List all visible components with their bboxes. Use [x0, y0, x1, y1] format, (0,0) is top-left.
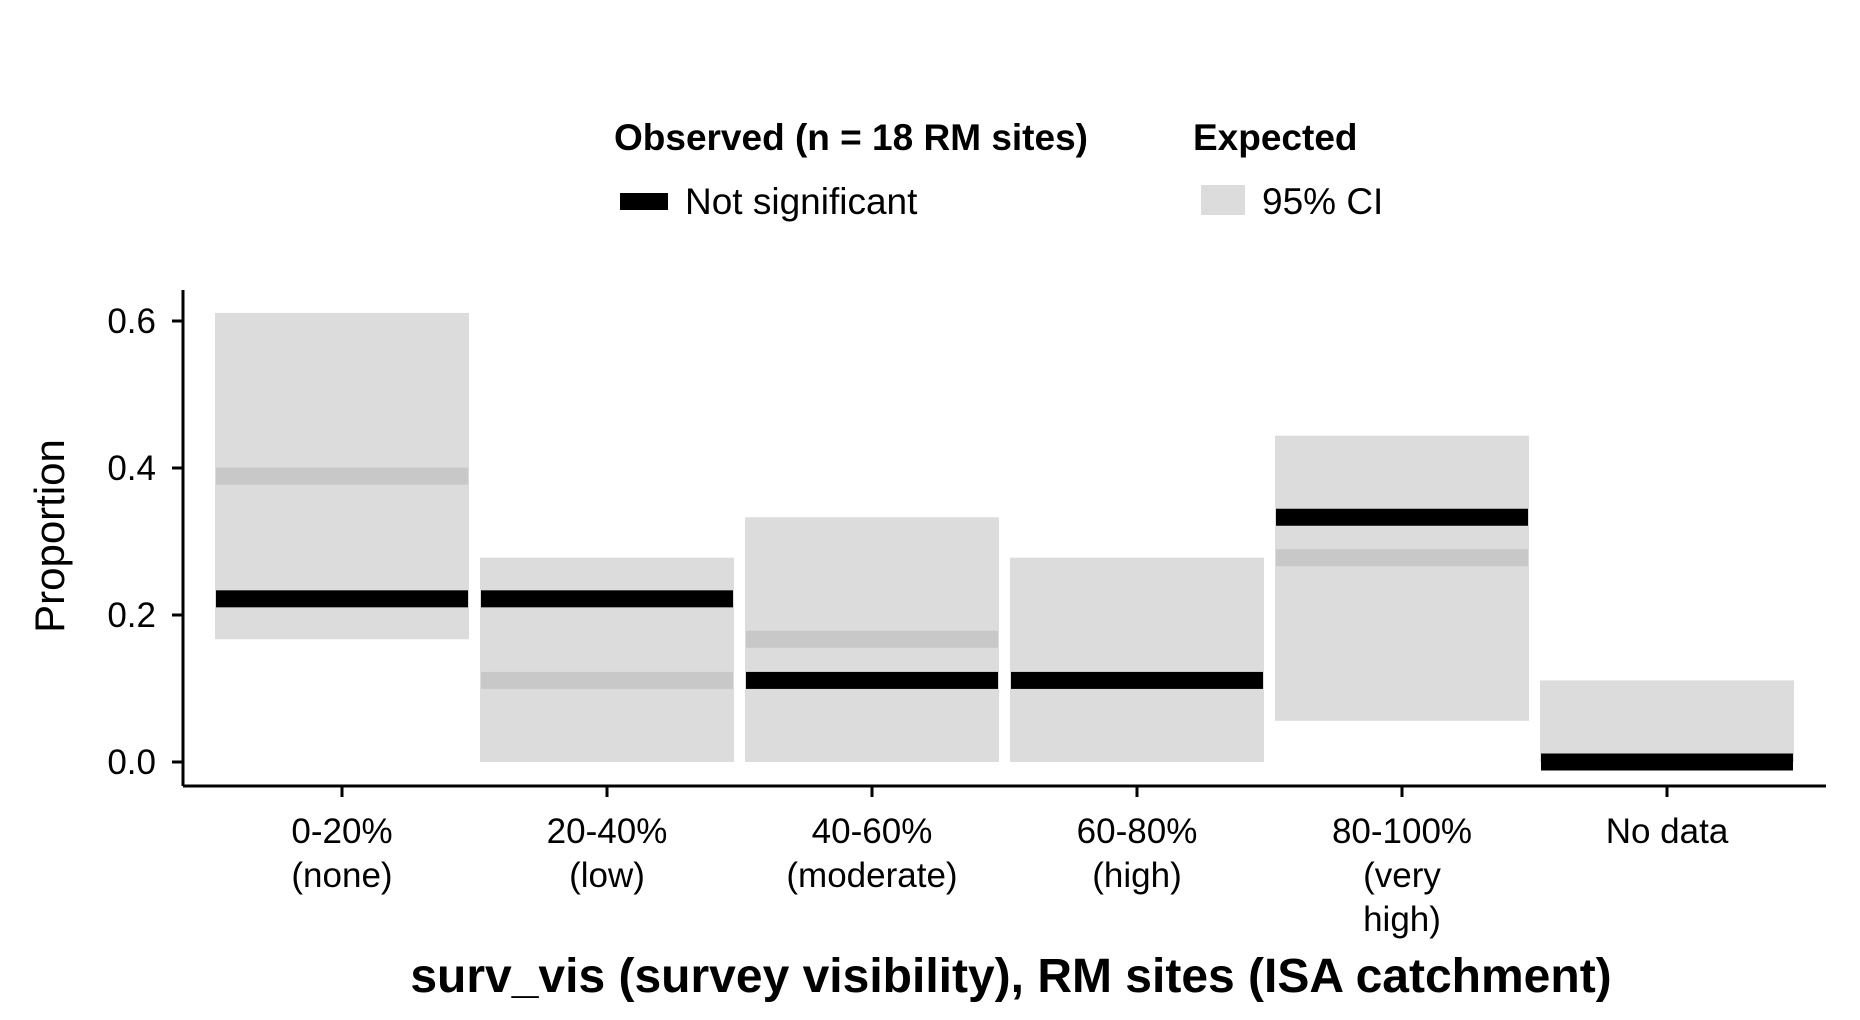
observed-bar: [481, 590, 733, 608]
observed-bar: [216, 590, 468, 608]
legend-expected-label: 95% CI: [1262, 181, 1383, 222]
x-tick-label: No data: [1606, 812, 1729, 851]
y-tick-label: 0.4: [107, 449, 156, 488]
observed-bar: [1541, 753, 1793, 771]
x-tick-label: 60-80% (high): [1077, 812, 1198, 895]
legend-expected-key: [1201, 185, 1245, 215]
legend-observed-label: Not significant: [685, 181, 918, 222]
y-tick-label: 0.6: [107, 302, 156, 341]
observed-bar: [1011, 671, 1263, 689]
legend: Observed (n = 18 RM sites) Not significa…: [614, 117, 1383, 222]
x-tick-label: 0-20% (none): [291, 812, 392, 895]
ci-band: [1010, 557, 1264, 762]
x-axis-title: surv_vis (survey visibility), RM sites (…: [410, 950, 1611, 1003]
legend-observed-key: [620, 193, 668, 210]
ci-band: [480, 557, 734, 762]
expected-mean-bar: [216, 467, 468, 485]
x-tick-label: 20-40% (low): [547, 812, 668, 895]
ci-band: [1540, 680, 1794, 762]
legend-observed-title: Observed (n = 18 RM sites): [614, 117, 1088, 158]
ci-band: [1275, 435, 1529, 721]
legend-expected-title: Expected: [1193, 117, 1358, 158]
y-tick-label: 0.0: [107, 743, 156, 782]
y-axis-title: Proportion: [26, 439, 73, 633]
expected-mean-bar: [1276, 549, 1528, 567]
x-tick-label: 40-60% (moderate): [786, 812, 957, 895]
expected-mean-bar: [481, 671, 733, 689]
axes: 0-20% (none) 20-40% (low) 40-60% (moderate) 60…: [107, 290, 1826, 939]
y-tick-label: 0.2: [107, 596, 156, 635]
expected-mean-bar: [746, 630, 998, 648]
observed-bar: [1276, 508, 1528, 526]
observed-bar: [746, 671, 998, 689]
plot-area: [215, 312, 1794, 771]
x-tick-label: 80-100% (very high): [1332, 812, 1472, 939]
